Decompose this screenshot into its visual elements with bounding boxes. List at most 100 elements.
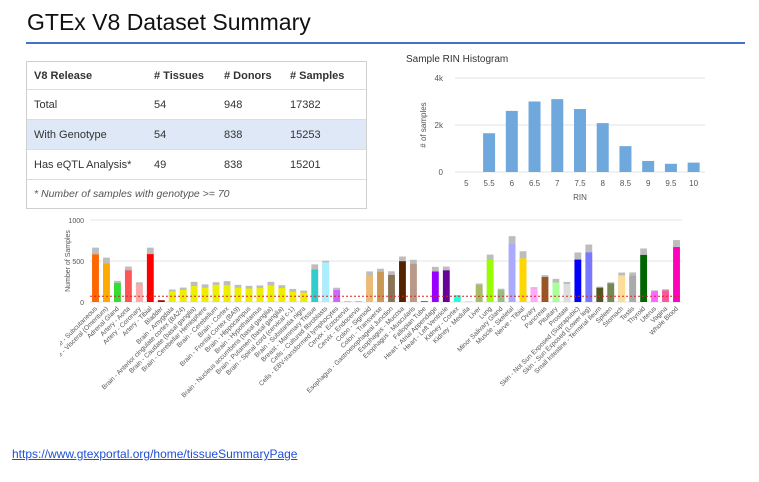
row-samples: 15253 xyxy=(290,128,321,141)
tissue-genotyped-bar xyxy=(168,291,176,302)
tissue-genotyped-bar xyxy=(596,287,604,302)
tissue-genotyped-bar xyxy=(420,301,428,302)
hist-bar xyxy=(642,160,655,172)
row-samples: 17382 xyxy=(290,98,321,111)
row-donors: 838 xyxy=(224,128,243,141)
tissue-genotyped-bar xyxy=(629,275,637,302)
hist-y-tick-label: 4k xyxy=(435,74,444,83)
tissue-genotyped-bar xyxy=(190,286,198,302)
tissue-genotyped-bar xyxy=(508,244,516,302)
table-row-with-genotype: With Genotype 54 838 15253 xyxy=(27,120,366,150)
tissue-genotyped-bar xyxy=(146,254,154,302)
tissue-genotyped-bar xyxy=(662,290,669,302)
table-row-eqtl: Has eQTL Analysis* 49 838 15201 xyxy=(27,150,366,180)
hist-bar xyxy=(551,99,564,172)
row-label: Has eQTL Analysis* xyxy=(34,158,132,171)
hist-x-tick-label: 7 xyxy=(555,179,560,188)
hist-bar xyxy=(574,109,586,172)
tissue-genotyped-bar xyxy=(157,300,165,302)
tissue-genotyped-bar xyxy=(607,283,615,302)
tissue-genotyped-bar xyxy=(135,284,143,302)
table-footnote: * Number of samples with genotype >= 70 xyxy=(34,188,230,200)
tissue-genotyped-bar xyxy=(475,284,483,302)
hist-bar xyxy=(528,101,541,172)
row-tissues: 54 xyxy=(154,98,167,111)
tissue-genotyped-bar xyxy=(585,252,593,302)
tissue-genotyped-bar xyxy=(541,276,549,302)
tissue-genotyped-bar xyxy=(92,254,99,302)
hist-bar xyxy=(664,163,677,172)
hist-x-tick-label: 9 xyxy=(646,179,651,188)
tissue-genotyped-bar xyxy=(114,282,121,302)
tissue-genotyped-bar xyxy=(574,259,582,302)
tissue-genotyped-bar xyxy=(442,270,450,302)
tissue-genotyped-bar xyxy=(640,254,648,302)
hist-x-tick-label: 5 xyxy=(464,179,469,188)
hist-bar xyxy=(505,110,518,172)
tissue-genotyped-bar xyxy=(552,282,560,302)
source-link[interactable]: https://www.gtexportal.org/home/tissueSu… xyxy=(12,447,298,461)
tissue-genotyped-bar xyxy=(201,287,209,302)
histogram-title: Sample RIN Histogram xyxy=(406,54,509,65)
tissue-y-tick-label: 1000 xyxy=(68,218,84,225)
tissue-genotyped-bar xyxy=(618,275,626,302)
row-tissues: 54 xyxy=(154,128,167,141)
hist-x-tick-label: 5.5 xyxy=(484,179,496,188)
header-donors[interactable]: # Donors xyxy=(224,69,272,82)
hist-x-axis-label: RIN xyxy=(573,193,587,202)
tissue-genotyped-bar xyxy=(355,301,362,302)
tissue-genotyped-bar xyxy=(519,258,527,302)
hist-x-tick-label: 7.5 xyxy=(574,179,586,188)
tissue-genotyped-bar xyxy=(212,284,220,302)
tissue-genotyped-bar xyxy=(497,290,505,302)
slide-title: GTEx V8 Dataset Summary xyxy=(27,9,311,35)
row-donors: 838 xyxy=(224,158,243,171)
rin-histogram-chart: 0 2k 4k 5 5.5 6 6.5 7 7.5 8 8.5 9 9.5 10 RIN # of sampl… xyxy=(419,74,705,202)
hist-bar xyxy=(483,133,496,172)
row-donors: 948 xyxy=(224,98,243,111)
tissue-genotyped-bar xyxy=(486,259,494,302)
table-header-row: V8 Release # Tissues # Donors # Samples xyxy=(27,62,366,90)
row-label: Total xyxy=(34,98,58,111)
hist-bar xyxy=(619,146,632,172)
table-row-total: Total 54 948 17382 xyxy=(27,90,366,120)
tissue-genotyped-bar xyxy=(563,283,571,302)
tissue-genotyped-bar xyxy=(267,285,275,302)
hist-x-tick-label: 8 xyxy=(601,179,606,188)
tissue-genotyped-bar xyxy=(344,301,352,302)
tissue-genotyped-bar xyxy=(410,263,417,302)
tissue-genotyped-bar xyxy=(223,285,231,302)
tissue-genotyped-bar xyxy=(333,289,341,302)
header-release[interactable]: V8 Release xyxy=(34,69,93,82)
row-tissues: 49 xyxy=(154,158,167,171)
tissue-genotyped-bar xyxy=(453,296,461,302)
tissue-genotyped-bar xyxy=(311,269,319,302)
tissue-genotyped-bar xyxy=(673,247,680,302)
title-underline xyxy=(26,42,745,44)
tissue-y-tick-label: 0 xyxy=(80,300,84,307)
tissue-genotyped-bar xyxy=(322,262,330,302)
tissue-genotyped-bar xyxy=(399,261,406,302)
hist-x-tick-label: 8.5 xyxy=(620,179,632,188)
header-samples[interactable]: # Samples xyxy=(290,69,345,82)
tissue-genotyped-bar xyxy=(256,288,264,302)
header-tissues[interactable]: # Tissues xyxy=(154,69,204,82)
hist-bar xyxy=(687,162,700,172)
tissue-genotyped-bar xyxy=(278,288,286,302)
tissue-genotyped-bar xyxy=(289,291,297,302)
tissue-genotyped-bar xyxy=(234,287,242,302)
summary-table: V8 Release # Tissues # Donors # Samples … xyxy=(26,61,367,209)
tissue-genotyped-bar xyxy=(530,288,538,302)
tissue-genotyped-bar xyxy=(124,270,132,302)
tissue-genotyped-bar xyxy=(431,271,439,302)
hist-x-tick-label: 10 xyxy=(689,179,698,188)
tissue-genotyped-bar xyxy=(103,263,110,302)
tissue-genotyped-bar xyxy=(388,274,395,302)
hist-bar xyxy=(596,123,609,172)
hist-x-tick-label: 6 xyxy=(510,179,515,188)
tissue-genotyped-bar xyxy=(245,288,253,302)
tissue-y-tick-label: 500 xyxy=(72,259,84,266)
hist-x-tick-label: 6.5 xyxy=(529,179,541,188)
hist-y-tick-label: 2k xyxy=(435,121,444,130)
